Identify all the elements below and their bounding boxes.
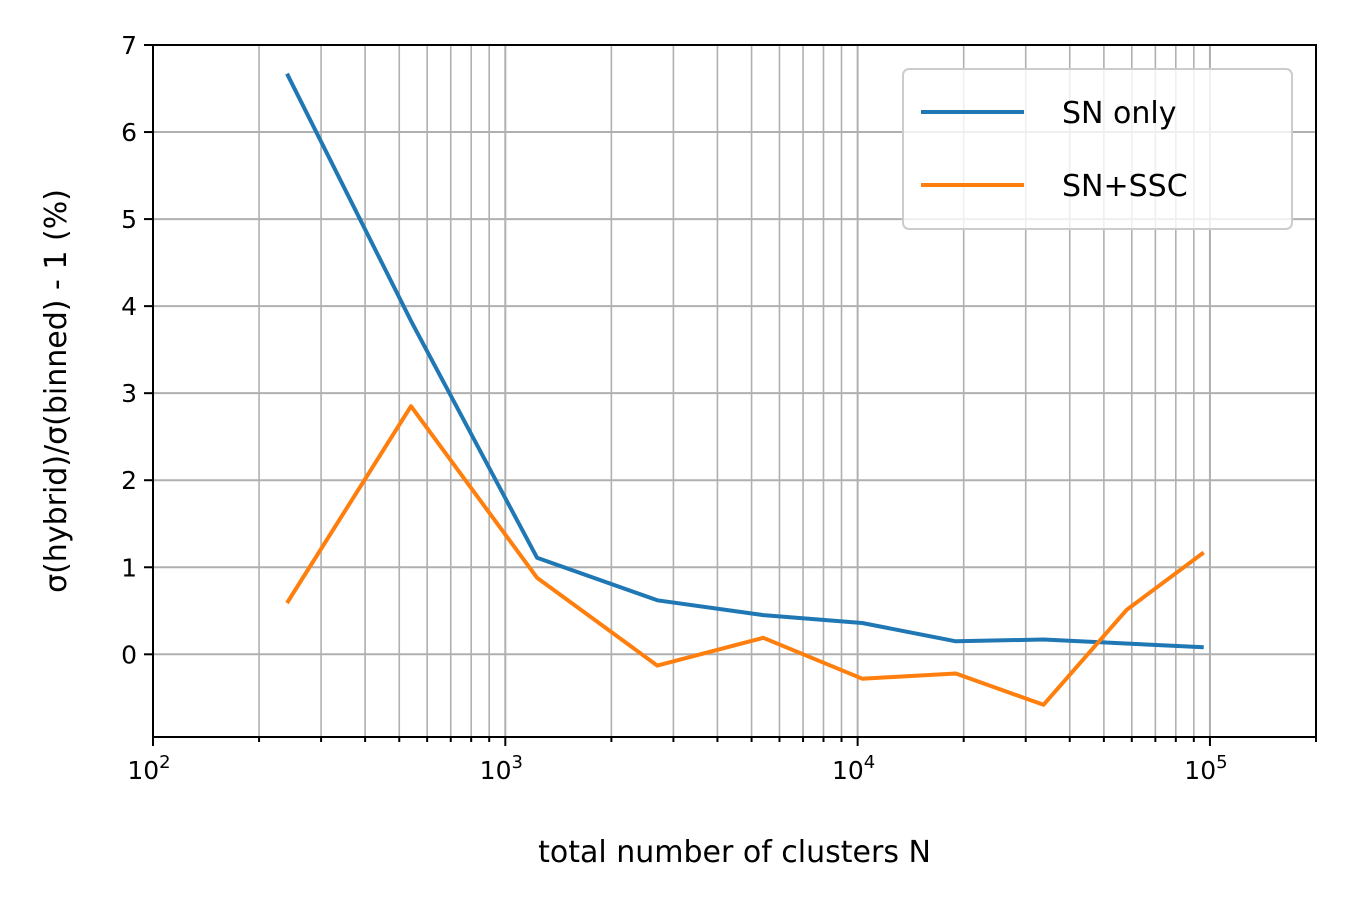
plot-frame bbox=[152, 44, 1317, 738]
y-tick-label: 1 bbox=[121, 553, 137, 582]
grid-lines bbox=[152, 44, 1317, 737]
legend-box bbox=[902, 68, 1293, 230]
x-tick-label: 104 bbox=[832, 752, 875, 785]
y-tick-label: 3 bbox=[121, 379, 137, 408]
series-line-1 bbox=[285, 404, 1205, 707]
y-tick-label: 4 bbox=[121, 292, 137, 321]
y-tick-label: 5 bbox=[121, 205, 137, 234]
y-tick-label: 7 bbox=[121, 31, 137, 60]
series-line-0 bbox=[285, 72, 1204, 650]
legend: SN only SN+SSC bbox=[902, 68, 1293, 230]
axis-ticks: 102 103 104 105 0 1 2 3 4 5 6 7 bbox=[121, 31, 1317, 785]
legend-entry-label: SN only bbox=[1062, 96, 1176, 131]
x-tick-label: 103 bbox=[480, 752, 523, 785]
x-tick-label: 102 bbox=[127, 752, 170, 785]
y-axis-label: σ(hybrid)/σ(binned) - 1 (%) bbox=[39, 189, 74, 593]
series-lines bbox=[285, 72, 1205, 707]
y-tick-label: 0 bbox=[121, 640, 137, 669]
y-tick-label: 2 bbox=[121, 466, 137, 495]
x-axis-label: total number of clusters N bbox=[538, 835, 931, 870]
x-tick-label: 105 bbox=[1184, 752, 1227, 785]
y-tick-label: 6 bbox=[121, 118, 137, 147]
legend-entry-label: SN+SSC bbox=[1062, 169, 1188, 204]
